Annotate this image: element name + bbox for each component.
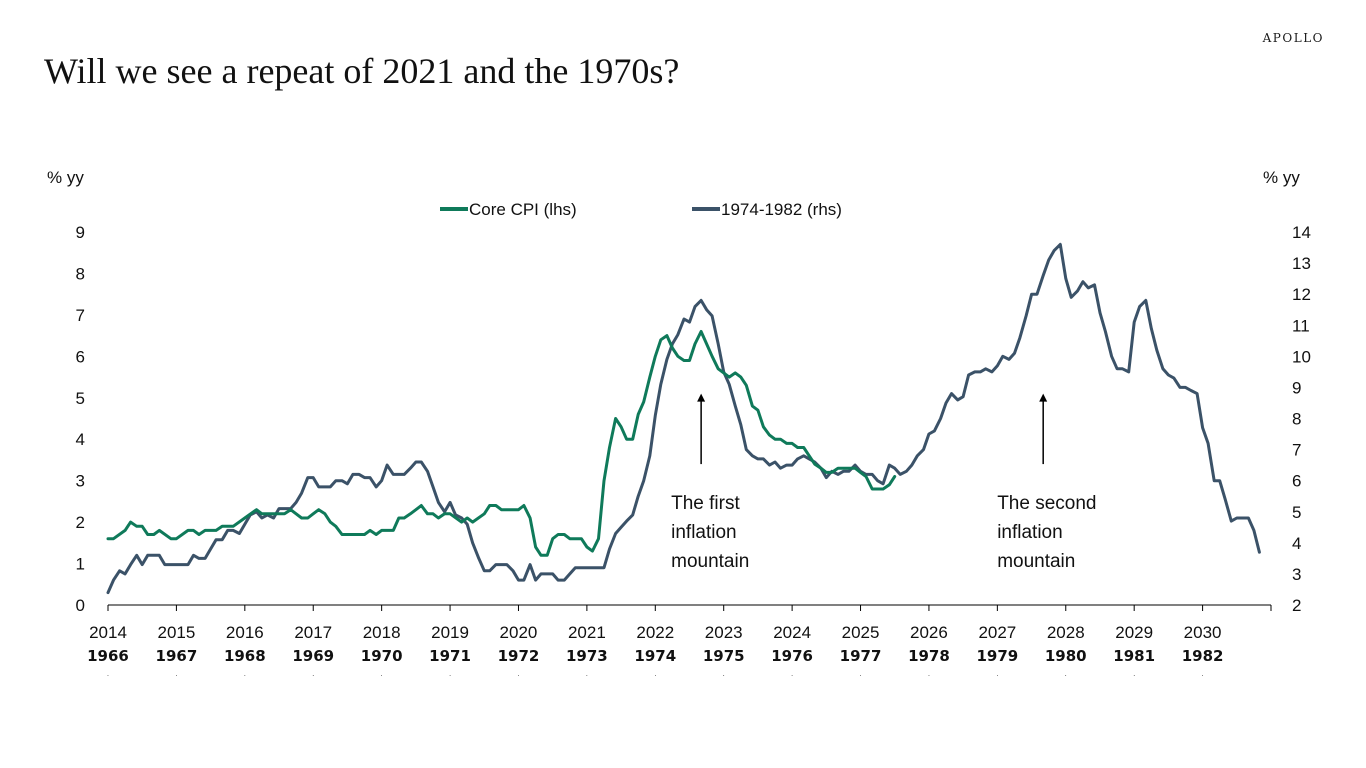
y-left-tick-label: 0 (76, 596, 85, 615)
x-tick-label-top: 2021 (568, 623, 606, 642)
y-left-axis-label: % yy (47, 168, 84, 187)
y-right-tick-label: 4 (1292, 534, 1301, 553)
y-right-tick-label: 6 (1292, 472, 1301, 491)
y-right-tick-label: 11 (1292, 316, 1310, 335)
y-left-tick-label: 4 (76, 430, 85, 449)
x-tick-label-top: 2022 (636, 623, 674, 642)
annotation-text: inflation (997, 522, 1063, 543)
x-minor-dot: . (107, 671, 109, 678)
y-left-tick-label: 3 (76, 472, 85, 491)
legend-label: Core CPI (lhs) (469, 200, 577, 219)
x-tick-label-bottom: 1967 (156, 647, 198, 665)
x-minor-dot: . (175, 671, 177, 678)
y-right-tick-label: 9 (1292, 378, 1301, 397)
y-right-tick-label: 2 (1292, 596, 1301, 615)
x-tick-label-bottom: 1970 (361, 647, 403, 665)
legend-label: 1974-1982 (rhs) (721, 200, 842, 219)
x-minor-dot: . (791, 671, 793, 678)
x-tick-label-bottom: 1977 (840, 647, 882, 665)
y-left-tick-label: 6 (76, 347, 85, 366)
y-right-tick-label: 13 (1292, 254, 1311, 273)
y-left-tick-label: 7 (76, 306, 85, 325)
x-tick-label-bottom: 1966 (87, 647, 129, 665)
x-minor-dot: . (244, 671, 246, 678)
chart-axes: 20141966.20151967.20161968.20171969.2018… (47, 168, 1311, 678)
x-tick-label-top: 2017 (294, 623, 332, 642)
y-right-tick-label: 8 (1292, 410, 1301, 429)
annotation-arrowhead (1039, 393, 1048, 402)
x-tick-label-top: 2027 (978, 623, 1016, 642)
y-right-axis-label: % yy (1263, 168, 1300, 187)
y-left-tick-label: 1 (76, 555, 85, 574)
chart-title: Will we see a repeat of 2021 and the 197… (44, 51, 680, 91)
x-tick-label-top: 2030 (1184, 623, 1222, 642)
y-left-tick-label: 2 (76, 513, 85, 532)
x-tick-label-bottom: 1979 (976, 647, 1018, 665)
x-tick-label-bottom: 1980 (1045, 647, 1087, 665)
chart-series (106, 242, 1261, 595)
x-minor-dot: . (449, 671, 451, 678)
series-line-1974-1982 (106, 242, 1261, 595)
annotation-text: The second (997, 493, 1096, 514)
x-tick-label-bottom: 1975 (703, 647, 745, 665)
x-tick-label-bottom: 1972 (498, 647, 540, 665)
x-tick-label-top: 2014 (89, 623, 127, 642)
x-minor-dot: . (517, 671, 519, 678)
y-left-tick-label: 5 (76, 389, 85, 408)
x-minor-dot: . (928, 671, 930, 678)
x-tick-label-top: 2025 (842, 623, 880, 642)
x-tick-label-bottom: 1969 (292, 647, 334, 665)
y-right-tick-label: 10 (1292, 347, 1311, 366)
x-tick-label-top: 2029 (1115, 623, 1153, 642)
annotation-text: inflation (671, 522, 737, 543)
x-tick-label-top: 2015 (157, 623, 195, 642)
chart-annotations: The first inflation mountain The second infl… (671, 393, 1096, 572)
x-minor-dot: . (586, 671, 588, 678)
x-tick-label-top: 2024 (773, 623, 811, 642)
y-right-tick-label: 12 (1292, 285, 1311, 304)
chart-legend: Core CPI (lhs) 1974-1982 (rhs) (440, 200, 842, 219)
y-right-tick-label: 5 (1292, 503, 1301, 522)
x-tick-label-top: 2019 (431, 623, 469, 642)
x-minor-dot: . (312, 671, 314, 678)
y-right-tick-label: 3 (1292, 565, 1301, 584)
x-tick-label-bottom: 1971 (429, 647, 471, 665)
y-left-tick-label: 8 (76, 264, 85, 283)
x-tick-label-top: 2028 (1047, 623, 1085, 642)
annotation-text: mountain (671, 551, 749, 572)
apollo-logo: APOLLO (1262, 31, 1324, 45)
x-minor-dot: . (1133, 671, 1135, 678)
x-minor-dot: . (381, 671, 383, 678)
series-line-core-cpi (106, 330, 897, 557)
x-tick-label-top: 2016 (226, 623, 264, 642)
x-tick-label-top: 2026 (910, 623, 948, 642)
y-right-tick-label: 7 (1292, 441, 1301, 460)
x-tick-label-bottom: 1976 (771, 647, 813, 665)
x-minor-dot: . (860, 671, 862, 678)
annotation-text: mountain (997, 551, 1075, 572)
x-tick-label-bottom: 1974 (634, 647, 676, 665)
x-minor-dot: . (996, 671, 998, 678)
annotation-arrowhead (697, 393, 706, 402)
x-tick-label-bottom: 1981 (1113, 647, 1155, 665)
x-tick-label-top: 2023 (705, 623, 743, 642)
x-tick-label-bottom: 1968 (224, 647, 266, 665)
x-minor-dot: . (654, 671, 656, 678)
x-minor-dot: . (1065, 671, 1067, 678)
x-tick-label-top: 2018 (363, 623, 401, 642)
x-tick-label-top: 2020 (500, 623, 538, 642)
x-tick-label-bottom: 1973 (566, 647, 608, 665)
x-minor-dot: . (1202, 671, 1204, 678)
x-minor-dot: . (723, 671, 725, 678)
x-tick-label-bottom: 1982 (1182, 647, 1224, 665)
y-right-tick-label: 14 (1292, 223, 1311, 242)
x-tick-label-bottom: 1978 (908, 647, 950, 665)
annotation-text: The first (671, 493, 740, 514)
y-left-tick-label: 9 (76, 223, 85, 242)
